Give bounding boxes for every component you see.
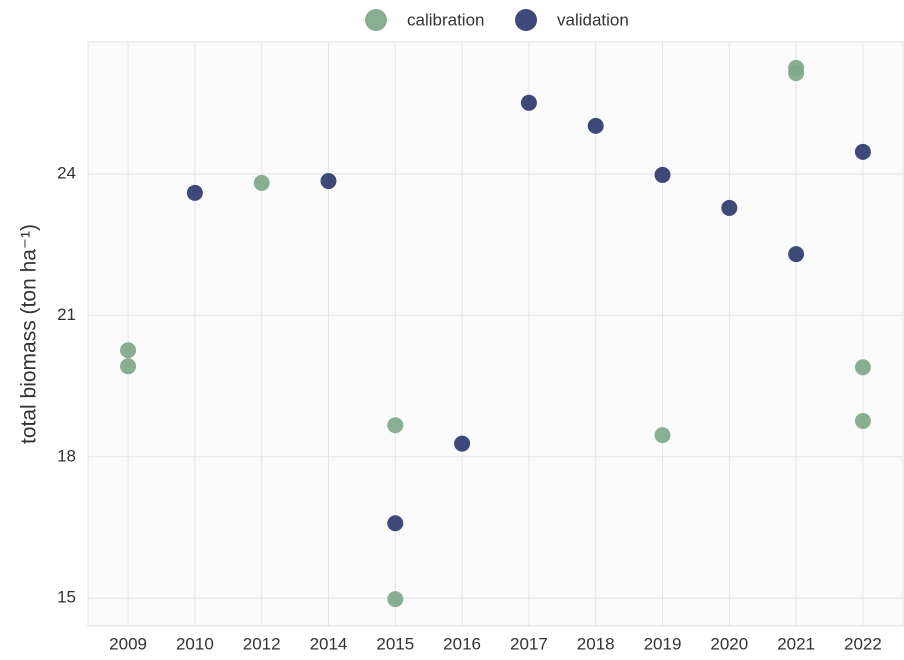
point <box>520 94 537 111</box>
x-tick-label: 2015 <box>376 634 414 653</box>
legend-label: calibration <box>407 10 485 29</box>
point <box>454 435 471 452</box>
point <box>186 184 203 201</box>
plot-panel <box>87 41 904 627</box>
point <box>721 199 738 216</box>
x-tick-label: 2016 <box>443 634 481 653</box>
point <box>120 342 137 359</box>
point <box>387 591 404 608</box>
y-tick-label: 18 <box>57 446 76 465</box>
x-tick-label: 2020 <box>710 634 748 653</box>
point <box>854 359 871 376</box>
point <box>320 173 337 190</box>
y-tick-label: 24 <box>57 163 76 182</box>
legend-marker <box>365 9 387 31</box>
legend-label: validation <box>557 10 629 29</box>
y-tick-label: 21 <box>57 305 76 324</box>
point <box>788 246 805 263</box>
point <box>854 143 871 160</box>
x-tick-label: 2019 <box>644 634 682 653</box>
point <box>587 117 604 134</box>
point <box>854 412 871 429</box>
point <box>120 358 137 375</box>
x-tick-label: 2014 <box>310 634 348 653</box>
x-tick-label: 2010 <box>176 634 214 653</box>
x-tick-label: 2017 <box>510 634 548 653</box>
point <box>788 65 805 82</box>
x-tick-label: 2022 <box>844 634 882 653</box>
point <box>387 417 404 434</box>
x-tick-label: 2009 <box>109 634 147 653</box>
x-tick-label: 2012 <box>243 634 281 653</box>
point <box>654 166 671 183</box>
point <box>387 515 404 532</box>
x-tick-label: 2018 <box>577 634 615 653</box>
point <box>654 427 671 444</box>
legend-marker <box>515 9 537 31</box>
x-tick-label: 2021 <box>777 634 815 653</box>
y-tick-label: 15 <box>57 588 76 607</box>
point <box>253 174 270 191</box>
y-axis-label: total biomass (ton ha⁻¹) <box>18 224 41 444</box>
